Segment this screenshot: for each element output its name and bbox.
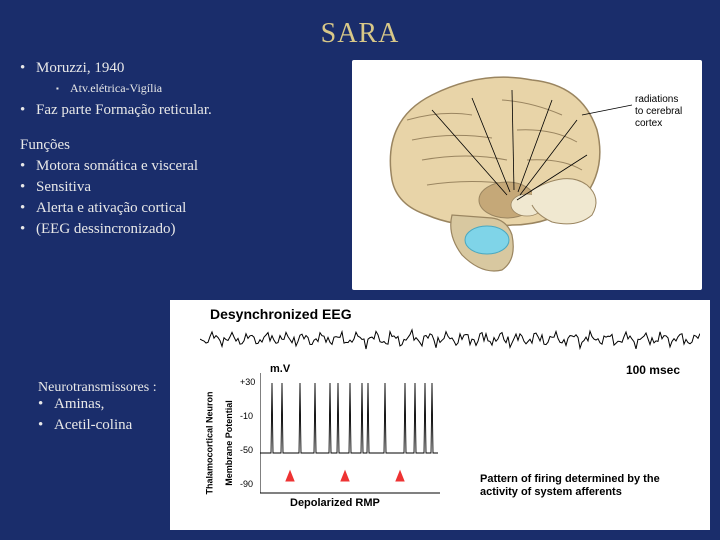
- svg-text:radiations: radiations: [635, 94, 678, 105]
- funcoes-title: Funções: [20, 137, 340, 154]
- neuro-title: Neurotransmissores :: [38, 380, 157, 396]
- bullet-moruzzi: Moruzzi, 1940: [20, 60, 340, 77]
- ytick-0: +30: [240, 377, 255, 387]
- bullet-f1: Motora somática e visceral: [20, 158, 340, 175]
- msec-label: 100 msec: [626, 363, 680, 377]
- neuro-n2: Acetil-colina: [38, 417, 157, 434]
- svg-text:cortex: cortex: [635, 118, 662, 129]
- slide-title: SARA: [0, 0, 720, 60]
- neuro-block: Neurotransmissores : Aminas, Acetil-coli…: [38, 380, 157, 438]
- content-block: Moruzzi, 1940 Atv.elétrica-Vigília Faz p…: [20, 60, 340, 242]
- ylabel-thalamo: Thalamocortical Neuron: [205, 391, 215, 494]
- brain-svg: radiations to cerebral cortex: [352, 60, 702, 290]
- funcoes-block: Funções Motora somática e visceral Sensi…: [20, 137, 340, 238]
- spike-svg: [260, 373, 440, 503]
- eeg-title: Desynchronized EEG: [170, 300, 710, 324]
- bullet-sub-atv: Atv.elétrica-Vigília: [56, 81, 340, 96]
- brain-diagram: radiations to cerebral cortex: [352, 60, 702, 290]
- eeg-trace: [200, 324, 700, 354]
- eeg-panel: Desynchronized EEG Thalamocortical Neuro…: [170, 300, 710, 530]
- svg-text:to cerebral: to cerebral: [635, 106, 682, 117]
- pattern-label: Pattern of firing determined by the acti…: [480, 473, 690, 499]
- bullet-f4: (EEG dessincronizado): [20, 221, 340, 238]
- bullet-formacao: Faz parte Formação reticular.: [20, 102, 340, 119]
- ytick-2: -50: [240, 445, 253, 455]
- bullet-f3: Alerta e ativação cortical: [20, 200, 340, 217]
- ytick-3: -90: [240, 479, 253, 489]
- bullet-f2: Sensitiva: [20, 179, 340, 196]
- ylabel-membrane: Membrane Potential: [224, 400, 234, 486]
- rmp-label: Depolarized RMP: [290, 497, 380, 509]
- spike-panel: Thalamocortical Neuron Membrane Potentia…: [200, 363, 700, 513]
- neuro-n1: Aminas,: [38, 396, 157, 413]
- ytick-1: -10: [240, 411, 253, 421]
